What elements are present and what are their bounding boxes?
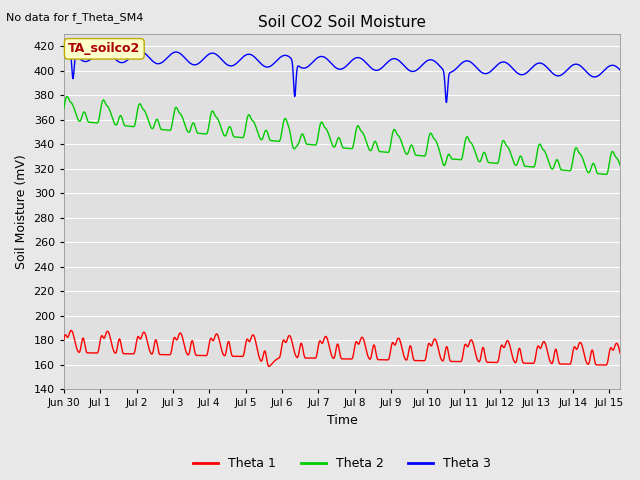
- Y-axis label: Soil Moisture (mV): Soil Moisture (mV): [15, 154, 28, 269]
- Text: TA_soilco2: TA_soilco2: [68, 42, 140, 55]
- Legend: Theta 1, Theta 2, Theta 3: Theta 1, Theta 2, Theta 3: [188, 452, 496, 475]
- Title: Soil CO2 Soil Moisture: Soil CO2 Soil Moisture: [258, 15, 426, 30]
- X-axis label: Time: Time: [326, 414, 357, 427]
- Text: No data for f_Theta_SM4: No data for f_Theta_SM4: [6, 12, 144, 23]
